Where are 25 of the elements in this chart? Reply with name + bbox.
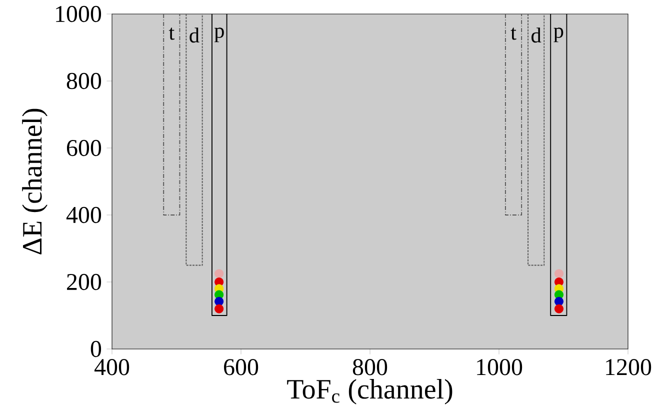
- y-tick-label: 200: [67, 274, 102, 290]
- x-axis-title: ToF$_{c}$ (channel): [287, 379, 452, 404]
- text: t: [510, 28, 516, 40]
- series-label: d: [532, 28, 542, 43]
- point: [554, 269, 564, 278]
- point: [214, 304, 224, 314]
- y-axis-title: ΔE (channel): [22, 108, 48, 254]
- series-label: t: [168, 28, 174, 40]
- y-tick-label: 0: [90, 340, 102, 358]
- point: [214, 269, 224, 278]
- y-tick-label: 800: [66, 72, 102, 90]
- x-tick-label: 1200: [606, 359, 652, 376]
- y-tick-label: 1000: [56, 6, 102, 22]
- text: d: [190, 28, 200, 43]
- point: [554, 304, 564, 314]
- x-tick-label: 800: [352, 359, 388, 376]
- text: p: [554, 28, 564, 42]
- point: [214, 296, 224, 306]
- x-tick-label: 600: [224, 359, 258, 376]
- x-tick-label: 400: [94, 359, 130, 376]
- point: [554, 296, 564, 306]
- y-tick-label: 400: [66, 206, 102, 224]
- x-tick-label: 1000: [477, 359, 522, 376]
- series-label: p: [214, 28, 224, 42]
- y-tick-label: 600: [66, 140, 102, 156]
